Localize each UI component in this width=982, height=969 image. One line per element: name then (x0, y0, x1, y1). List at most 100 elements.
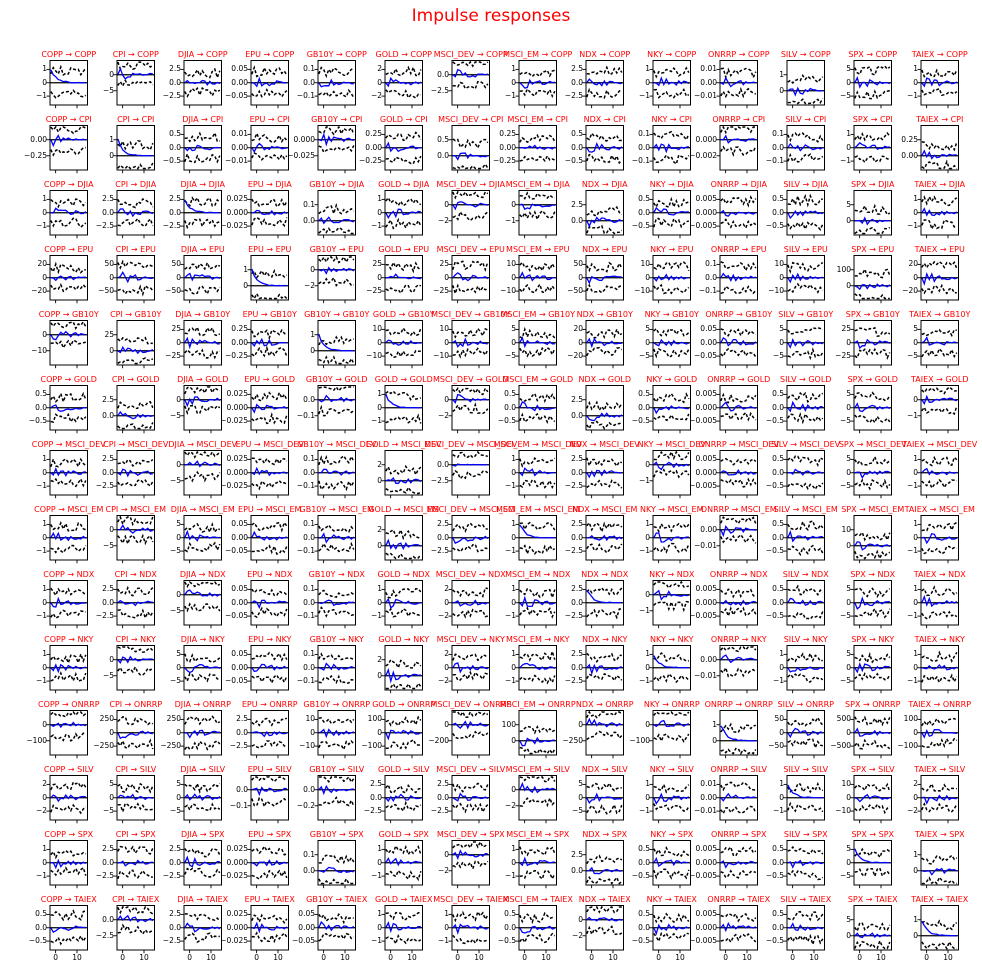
irf-plot (515, 125, 557, 174)
subplot-SPX-to-MSCI_EM: SPX → MSCI_EM 10 0 (820, 505, 904, 565)
subplot-COPP-to-DJIA: COPP → DJIA 1 0 −1 (16, 180, 94, 240)
subplot-title: SPX → MSCI_DEV (838, 440, 907, 449)
y-tick-label: 0 (846, 280, 851, 290)
subplot-title: NDX → NDX (581, 570, 629, 579)
subplot-title: TAIEX → ONRRP (908, 700, 972, 709)
y-tick-label: 5 (578, 779, 583, 789)
y-tick-label: 2 (377, 654, 382, 664)
y-tick-label: −1 (772, 676, 784, 686)
y-tick-label: 1 (913, 519, 918, 529)
y-tick-label: −10 (31, 345, 47, 355)
y-tick-label: 0.0 (102, 410, 114, 420)
subplot-title: MSCI_DEV → ONRRP (430, 700, 512, 709)
y-tick-label: 0.0 (303, 597, 315, 607)
subplot-GOLD-to-GB10Y: GOLD → GB10Y 10 0 −10 (351, 310, 435, 370)
y-tick-label: −100 (897, 741, 918, 751)
subplot-title: SPX → CPI (852, 115, 893, 124)
y-tick-label: 2 (42, 779, 47, 789)
y-tick-label: 0 (511, 735, 516, 745)
irf-plot (448, 710, 490, 759)
subplot-title: MSCI_EM → ONRRP (499, 700, 576, 709)
irf-plot (649, 125, 691, 174)
x-tick-label: 0 (254, 953, 260, 962)
subplot-MSCI_EM-to-GB10Y: MSCI_EM → GB10Y 5 0 −5 (485, 310, 575, 370)
y-tick-label: 0 (511, 784, 516, 794)
subplot-title: COPP → NKY (44, 635, 94, 644)
y-tick-label: 0.0 (638, 402, 650, 412)
y-tick-label: 1 (42, 194, 47, 204)
subplot-title: DJIA → MSCI_EM (170, 505, 235, 514)
subplot-CPI-to-SILV: CPI → SILV 5 0 −5 (83, 765, 156, 825)
y-tick-label: 20 (37, 259, 47, 269)
x-tick-label: 10 (541, 953, 551, 962)
y-tick-label: 0.05 (298, 909, 315, 919)
subplot-title: GB10Y → CPI (311, 115, 363, 124)
y-tick-label: 1 (109, 134, 114, 144)
irf-plot (515, 255, 557, 304)
subplot-GOLD-to-MSCI_EM: GOLD → MSCI_EM 2 0 (351, 505, 439, 565)
irf-plot (381, 840, 423, 889)
subplot-GOLD-to-SILV: GOLD → SILV 2.5 0.0 −2.5 (351, 765, 429, 825)
y-tick-label: −0.005 (689, 871, 717, 881)
subplot-ONRRP-to-DJIA: ONRRP → DJIA 0.005 0.000 −0.005 (686, 180, 767, 240)
irf-plot (917, 450, 959, 499)
y-tick-label: 0 (42, 792, 47, 802)
subplot-MSCI_EM-to-EPU: MSCI_EM → EPU 10 0 −10 (485, 245, 569, 305)
subplot-COPP-to-ONRRP: COPP → ONRRP 0 −100 (16, 700, 100, 760)
subplot-title: GOLD → MSCI_EM (368, 505, 440, 514)
y-tick-label: 1 (645, 779, 650, 789)
subplot-ONRRP-to-SPX: ONRRP → SPX 0.005 0.000 −0.005 (686, 830, 766, 890)
irf-plot (850, 515, 892, 564)
y-tick-label: 5 (109, 779, 114, 789)
subplot-ONRRP-to-NDX: ONRRP → NDX 0.005 0.000 −0.005 (686, 570, 768, 630)
subplot-GOLD-to-DJIA: GOLD → DJIA 1 0 −1 (351, 180, 429, 240)
irf-plot (917, 645, 959, 694)
y-tick-label: 25 (439, 259, 449, 269)
subplot-title: NKY → NDX (649, 570, 695, 579)
irf-plot (314, 580, 356, 629)
subplot-title: NKY → NKY (650, 635, 694, 644)
y-tick-label: 0 (578, 719, 583, 729)
y-tick-label: 0 (109, 654, 114, 664)
y-tick-label: 50 (573, 259, 583, 269)
y-tick-label: −5 (169, 806, 181, 816)
irf-plot (515, 840, 557, 889)
y-tick-label: −2.5 (162, 936, 181, 946)
x-tick-label: 10 (273, 953, 283, 962)
y-tick-label: 0.0 (303, 394, 315, 404)
subplot-title: MSCI_DEV → MSCI_EM (426, 505, 515, 514)
irf-plot (180, 580, 222, 629)
subplot-MSCI_EM-to-NKY: MSCI_EM → NKY 1 0 −1 (485, 635, 570, 695)
subplot-title: MSCI_EM → NDX (505, 570, 571, 579)
subplot-title: GOLD → TAIEX (374, 895, 433, 904)
irf-plot (515, 645, 557, 694)
y-tick-label: 0.05 (231, 584, 248, 594)
subplot-MSCI_DEV-to-ONRRP: MSCI_DEV → ONRRP 0 −200 (418, 700, 511, 760)
irf-plot (515, 385, 557, 434)
y-tick-label: 0.5 (35, 909, 47, 919)
y-tick-label: 0.000 (695, 207, 717, 217)
subplot-title: DJIA → SPX (180, 830, 225, 839)
subplot-DJIA-to-ONRRP: DJIA → ONRRP 250 0 −250 (150, 700, 231, 760)
subplot-NDX-to-MSCI_EM: NDX → MSCI_EM 2.5 0.0 −2.5 (552, 505, 637, 565)
y-tick-label: 0.25 (365, 129, 382, 139)
y-tick-label: 0.000 (695, 467, 717, 477)
subplot-SPX-to-SPX: SPX → SPX 5 0 −5 (820, 830, 894, 890)
y-tick-label: 0.01 (700, 64, 717, 74)
x-tick-label: 10 (474, 953, 484, 962)
y-tick-label: −10 (433, 351, 449, 361)
subplot-DJIA-to-EPU: DJIA → EPU 50 0 −50 (150, 245, 225, 305)
y-tick-label: −2.5 (564, 481, 583, 491)
irf-plot (917, 190, 959, 239)
y-tick-label: 0.00 (231, 662, 248, 672)
y-tick-label: 0 (846, 727, 851, 737)
subplot-title: ONRRP → NDX (709, 570, 768, 579)
irf-plot (314, 775, 356, 824)
irf-plot (314, 450, 356, 499)
y-tick-label: 0 (176, 662, 181, 672)
subplot-title: MSCI_EM → GB10Y (500, 310, 575, 319)
subplot-title: GB10Y → ONRRP (303, 700, 371, 709)
subplot-title: TAIEX → MSCI_EM (904, 505, 975, 514)
irf-plot (582, 255, 624, 304)
y-tick-label: 0 (310, 264, 315, 274)
